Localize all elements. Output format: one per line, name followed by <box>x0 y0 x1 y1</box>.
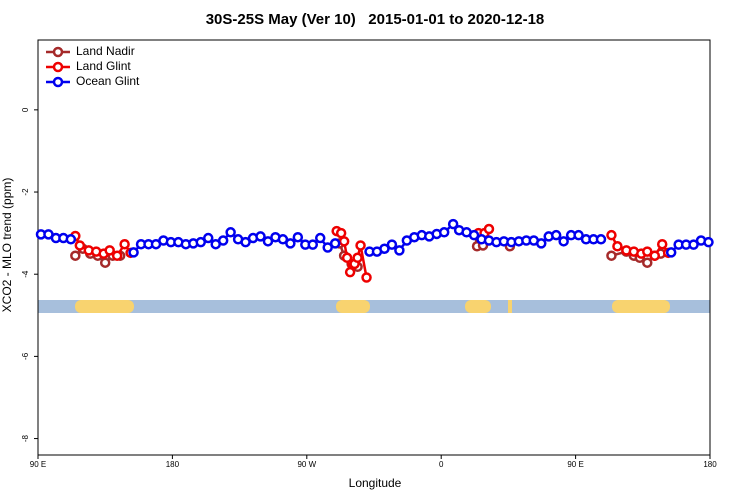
data-point <box>379 243 390 254</box>
x-axis-label: Longitude <box>349 476 402 490</box>
legend-marker <box>52 61 64 73</box>
data-point <box>468 229 480 241</box>
data-point <box>307 239 319 250</box>
x-tick-label: 90 W <box>297 460 316 469</box>
data-point <box>195 236 207 248</box>
data-point <box>606 229 617 241</box>
data-point <box>341 252 353 264</box>
data-point <box>536 238 547 249</box>
data-point <box>642 257 653 268</box>
data-point <box>558 236 569 247</box>
y-tick-label: -2 <box>21 188 30 196</box>
y-tick-label: -4 <box>21 270 30 278</box>
data-point <box>338 236 350 247</box>
data-point <box>344 266 356 278</box>
series <box>35 218 714 258</box>
legend-marker <box>52 46 64 58</box>
data-point <box>285 238 296 249</box>
data-point <box>104 245 115 256</box>
data-point <box>573 229 584 241</box>
data-point <box>612 241 623 252</box>
y-axis-label: XCO2 - MLO trend (ppm) <box>0 178 14 313</box>
data-point <box>74 240 86 251</box>
data-point <box>656 238 668 250</box>
ocean-strip <box>38 300 710 313</box>
plot-frame <box>37 39 711 456</box>
data-point <box>99 257 111 268</box>
x-tick-label: 180 <box>166 460 180 469</box>
data-point <box>386 239 398 250</box>
data-point <box>292 231 304 243</box>
data-point <box>688 239 699 250</box>
data-point <box>352 252 363 264</box>
x-tick-label: 0 <box>439 460 444 469</box>
data-point <box>642 246 653 257</box>
data-point <box>483 223 495 235</box>
data-point <box>255 231 266 242</box>
legend-label: Land Nadir <box>76 44 135 58</box>
data-point <box>355 240 366 251</box>
data-point <box>111 250 123 261</box>
data-point <box>649 250 660 261</box>
data-point <box>202 232 214 244</box>
data-point <box>361 272 372 283</box>
y-tick-label: -6 <box>21 352 30 360</box>
land-strip <box>336 300 370 313</box>
data-point <box>314 232 326 244</box>
data-point <box>606 250 617 261</box>
x-tick-label: 180 <box>703 460 717 469</box>
data-point <box>394 245 405 256</box>
data-point <box>262 236 274 247</box>
data-point <box>447 218 459 230</box>
y-tick-label: -8 <box>21 434 30 442</box>
land-strip <box>508 300 512 313</box>
surface-strip <box>38 300 710 313</box>
legend-label: Ocean Glint <box>76 74 140 88</box>
data-point <box>225 227 236 238</box>
land-strip <box>75 300 134 313</box>
data-point <box>240 236 251 248</box>
data-point <box>277 234 289 245</box>
y-tick-label: 0 <box>21 107 30 112</box>
data-point <box>119 238 130 250</box>
data-point <box>329 238 341 249</box>
data-point <box>438 227 450 238</box>
data-point <box>335 227 347 239</box>
data-point <box>665 247 677 258</box>
legend-marker <box>52 76 64 88</box>
x-tick-label: 90 E <box>30 460 46 469</box>
data-point <box>595 234 607 245</box>
data-point <box>550 229 562 241</box>
data-point <box>217 235 229 246</box>
chart-title: 30S-25S May (Ver 10) 2015-01-01 to 2020-… <box>206 11 545 28</box>
data-point <box>65 234 77 245</box>
data-point <box>322 242 333 253</box>
data-point <box>703 236 714 248</box>
data-point <box>70 250 81 261</box>
legend-label: Land Glint <box>76 59 131 73</box>
land-strip <box>612 300 670 313</box>
land-strip <box>465 300 491 313</box>
data-point <box>128 247 139 258</box>
x-tick-label: 90 E <box>567 460 583 469</box>
